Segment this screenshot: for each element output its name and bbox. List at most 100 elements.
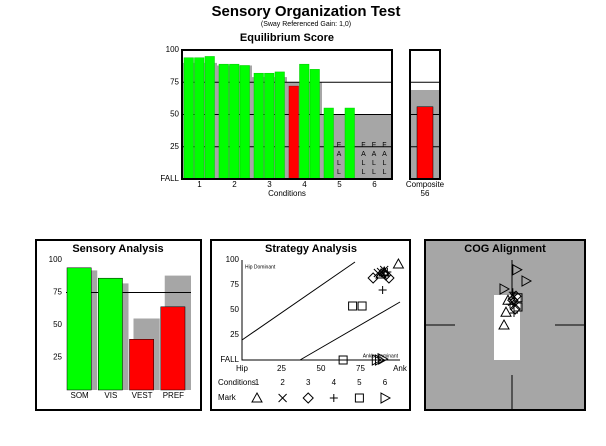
fall-label: FALL bbox=[381, 142, 388, 178]
y-tick-label: 25 bbox=[53, 353, 62, 362]
fall-label: FALL bbox=[335, 142, 342, 178]
legend-label: 4 bbox=[332, 378, 337, 387]
fall-label: FALL bbox=[370, 142, 377, 178]
x-tick-label: SOM bbox=[71, 391, 90, 400]
marker bbox=[507, 294, 519, 306]
bar bbox=[288, 85, 299, 180]
bar bbox=[98, 277, 123, 391]
y-tick-label: 50 bbox=[53, 320, 62, 329]
y-tick-label: FALL bbox=[160, 174, 179, 183]
legend-label: Mark bbox=[218, 393, 237, 402]
marker bbox=[499, 283, 511, 295]
bar bbox=[264, 72, 275, 180]
legend-marker bbox=[329, 394, 338, 402]
y-tick-label: 50 bbox=[170, 110, 179, 119]
legend-label: 2 bbox=[280, 378, 285, 387]
marker bbox=[378, 286, 387, 294]
marker bbox=[338, 355, 348, 365]
marker bbox=[380, 271, 389, 279]
x-tick-label: VIS bbox=[104, 391, 117, 400]
dominance-line bbox=[241, 261, 356, 341]
y-tick-label: 75 bbox=[170, 77, 179, 86]
bar bbox=[183, 57, 194, 180]
bar bbox=[309, 69, 320, 180]
legend-title: Conditions bbox=[218, 378, 256, 387]
bar bbox=[416, 106, 434, 180]
chart-title: Strategy Analysis bbox=[265, 243, 357, 255]
marker bbox=[513, 302, 523, 312]
y-tick-label: 75 bbox=[230, 280, 239, 289]
bar bbox=[299, 63, 310, 180]
marker bbox=[512, 263, 523, 276]
plot-frame bbox=[409, 49, 441, 180]
x-tick-label: 50 bbox=[317, 364, 326, 373]
x-tick-label: 5 bbox=[337, 180, 342, 189]
chart-title: Equilibrium Score bbox=[240, 32, 334, 44]
x-tick-label: 6 bbox=[372, 180, 377, 189]
x-tick-label: Hip bbox=[236, 364, 249, 373]
annotation: Hip Dominant bbox=[245, 264, 276, 270]
chart-title: COG Alignment bbox=[464, 243, 546, 255]
x-tick-label: 75 bbox=[356, 364, 365, 373]
page-subtitle: (Sway Referenced Gain: 1,0) bbox=[261, 21, 351, 28]
y-tick-label: 100 bbox=[166, 45, 180, 54]
x-tick-label: 3 bbox=[267, 180, 272, 189]
marker bbox=[521, 275, 533, 287]
legend-marker bbox=[278, 393, 287, 403]
marker bbox=[513, 293, 523, 303]
y-tick-label: 100 bbox=[49, 255, 63, 264]
x-tick-label: PREF bbox=[163, 391, 184, 400]
bar bbox=[274, 71, 285, 180]
legend-marker bbox=[302, 392, 314, 404]
bar bbox=[194, 57, 205, 180]
x-tick-label: 25 bbox=[277, 364, 286, 373]
bar bbox=[129, 339, 154, 391]
marker bbox=[500, 306, 512, 317]
x-tick-label: VEST bbox=[132, 391, 153, 400]
marker bbox=[506, 300, 514, 309]
bar bbox=[344, 107, 355, 180]
marker bbox=[348, 301, 358, 311]
bar bbox=[323, 107, 334, 180]
marker bbox=[498, 318, 510, 330]
bar bbox=[204, 56, 215, 180]
marker bbox=[371, 354, 383, 366]
marker bbox=[357, 301, 367, 311]
marker bbox=[374, 354, 386, 366]
marker bbox=[383, 272, 395, 284]
marker bbox=[508, 288, 517, 297]
y-tick-label: 50 bbox=[230, 305, 239, 314]
y-tick-label: 75 bbox=[53, 288, 62, 297]
marker bbox=[392, 257, 405, 269]
crosshair bbox=[426, 260, 584, 409]
fall-label: FALL bbox=[360, 142, 367, 178]
legend-label: 5 bbox=[357, 378, 362, 387]
bar bbox=[218, 63, 229, 180]
legend-label: 3 bbox=[306, 378, 311, 387]
y-tick-label: 25 bbox=[230, 330, 239, 339]
marker bbox=[378, 353, 389, 365]
x-tick-label: 2 bbox=[232, 180, 237, 189]
legend-marker bbox=[380, 392, 392, 404]
legend-marker bbox=[354, 393, 364, 403]
chart-title: Sensory Analysis bbox=[72, 243, 163, 255]
annotation: Ankle Dominant bbox=[363, 353, 399, 359]
legend-label: 1 bbox=[255, 378, 260, 387]
bar bbox=[239, 65, 250, 180]
bar bbox=[66, 267, 92, 391]
x-tick-label: Ank bbox=[393, 364, 408, 373]
composite-value: 56 bbox=[421, 189, 430, 198]
legend-label: 6 bbox=[383, 378, 388, 387]
bar bbox=[253, 72, 264, 180]
composite-label: Composite bbox=[406, 180, 445, 189]
dominance-line bbox=[299, 301, 401, 361]
x-axis-label: Conditions bbox=[268, 189, 306, 198]
plot-frame bbox=[181, 49, 393, 180]
page-title: Sensory Organization Test bbox=[212, 3, 401, 20]
marker bbox=[367, 272, 379, 284]
y-tick-label: FALL bbox=[220, 355, 239, 364]
x-tick-label: 1 bbox=[197, 180, 202, 189]
y-tick-label: 100 bbox=[226, 255, 240, 264]
marker bbox=[509, 303, 521, 315]
